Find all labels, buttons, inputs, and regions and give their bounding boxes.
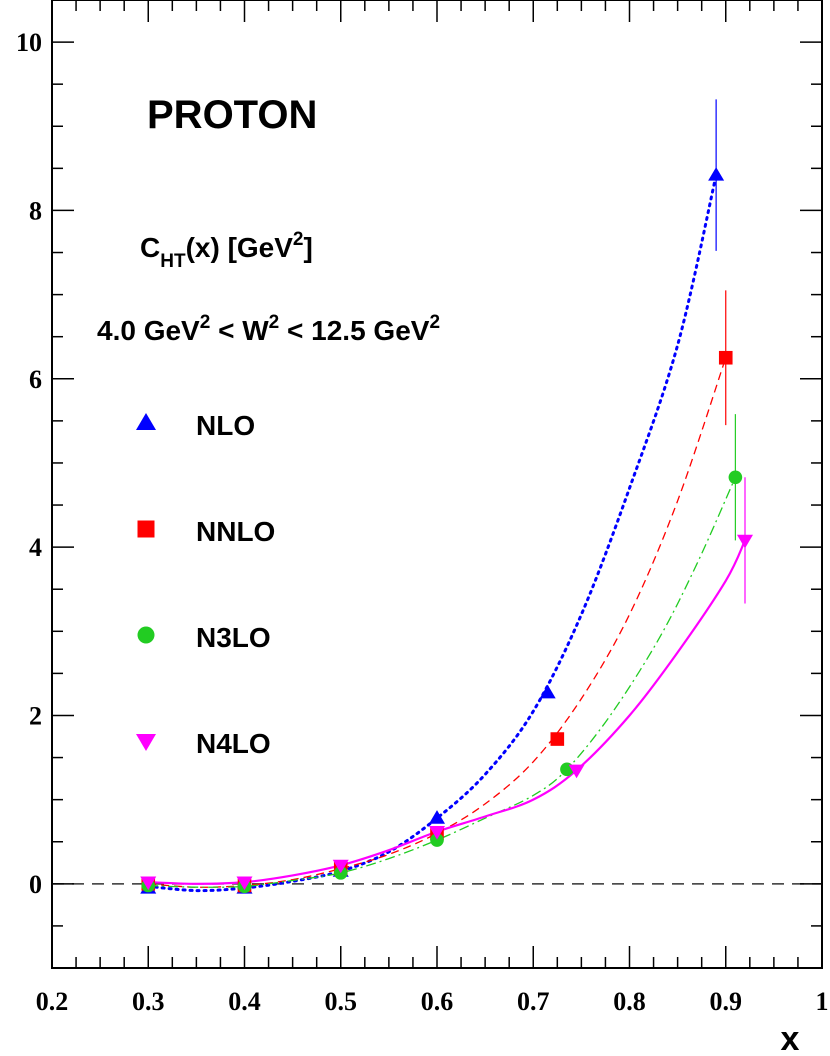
data-point-nlo [539,684,556,699]
data-point-n4lo [140,876,157,891]
series-curves [146,173,746,893]
legend-label-nlo: NLO [196,410,255,441]
x-tick-label: 0.9 [710,987,743,1016]
x-tick-label: 0.6 [421,987,454,1016]
y-tick-label: 10 [16,28,42,57]
axis-ticks [51,0,823,969]
data-point-n3lo [430,833,444,847]
data-markers [140,167,753,894]
y-tick-label: 6 [29,365,42,394]
y-tick-label: 2 [29,701,42,730]
legend-marker-nnlo [137,520,155,538]
x-tick-label: 0.7 [517,987,550,1016]
series-curve-n4lo [148,539,746,885]
data-point-nnlo [550,732,565,746]
legend-marker-n3lo [137,626,155,644]
y-tick-label: 0 [29,870,42,899]
chart-title: PROTON [147,93,317,137]
x-tick-label: 0.5 [325,987,358,1016]
x-tick-label: 0.8 [613,987,646,1016]
data-point-nnlo [718,350,733,365]
data-point-n4lo [737,534,753,549]
series-curve-nnlo [148,357,727,888]
data-point-nlo [429,810,445,824]
x-tick-label: 0.3 [132,987,165,1016]
y-tick-label: 8 [29,196,42,225]
y-tick-label: 4 [29,533,42,562]
legend-marker-nlo [136,413,156,430]
legend-label-nnlo: NNLO [196,516,275,547]
annotation-cht: CHT(x) [GeV2] [140,229,313,272]
series-curve-nlo [146,173,718,893]
data-point-n4lo [236,876,253,891]
data-point-nlo [708,167,725,181]
x-tick-label: 0.4 [228,987,261,1016]
x-tick-label: 1 [816,987,829,1016]
legend-marker-n4lo [136,734,156,751]
data-point-n4lo [332,859,349,874]
legend-label-n3lo: N3LO [196,622,271,653]
data-point-n4lo [568,764,585,779]
series-curve-n3lo [148,477,736,888]
legend: NLO NNLO N3LO N4LO [136,410,275,759]
annotation-w2-range: 4.0 GeV2 < W2 < 12.5 GeV2 [97,312,440,346]
data-point-n4lo [429,826,445,840]
x-axis-label: x [781,1020,800,1056]
data-point-n3lo [728,470,743,485]
legend-label-n4lo: N4LO [196,728,271,759]
x-tick-label: 0.2 [36,987,69,1016]
